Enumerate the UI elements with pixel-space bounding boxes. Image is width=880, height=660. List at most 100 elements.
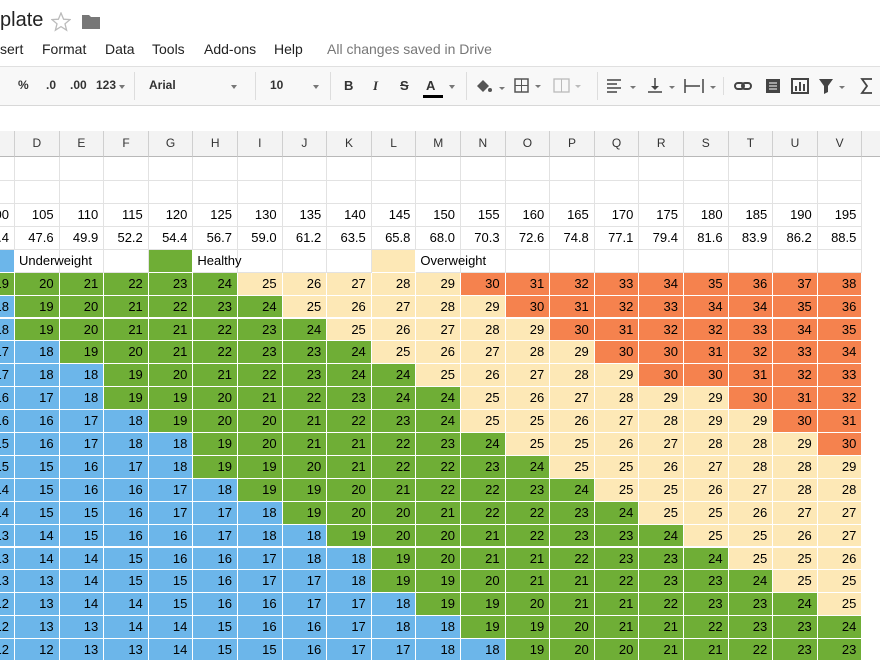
bmi-cell: 25 (327, 318, 372, 342)
menu-help[interactable]: Help (274, 41, 303, 57)
bmi-cell: 24 (282, 318, 328, 342)
bmi-cell: 21 (594, 593, 640, 617)
percent-button[interactable]: % (18, 78, 29, 92)
bmi-cell: 16 (104, 478, 149, 502)
bmi-cell: 15 (148, 570, 194, 594)
bmi-cell: 16 (238, 593, 283, 617)
bmi-cell: 23 (505, 478, 551, 502)
empty-cell (327, 249, 372, 273)
bmi-cell: 19 (416, 593, 461, 617)
bmi-cell: 14 (148, 616, 194, 640)
bmi-cell: 24 (238, 295, 283, 319)
weight-kg-cell: 47.6 (15, 226, 60, 250)
bmi-cell: 26 (371, 318, 417, 342)
bmi-cell: 17 (193, 524, 238, 548)
menu-data[interactable]: Data (105, 41, 135, 57)
bmi-cell: 19 (461, 593, 506, 617)
separator (597, 72, 598, 100)
bmi-cell: 28 (550, 364, 595, 388)
bmi-cell: 16 (59, 455, 105, 479)
menu-addons[interactable]: Add-ons (204, 41, 257, 57)
empty-cell (104, 157, 149, 204)
italic-button[interactable]: I (373, 78, 379, 93)
bmi-cell: 20 (327, 478, 372, 502)
bmi-cell: 28 (639, 410, 684, 433)
bmi-cell: 29 (416, 272, 461, 296)
bmi-cell: 23 (728, 616, 774, 640)
weight-kg-cell: 54.4 (148, 226, 194, 250)
bmi-cell: 25 (461, 387, 506, 411)
weight-kg-cell: 86.2 (773, 226, 818, 250)
bmi-cell: 16 (193, 570, 238, 594)
bold-button[interactable]: B (344, 78, 354, 93)
increase-decimal[interactable]: .00 (70, 78, 87, 92)
empty-cell (282, 249, 328, 273)
bmi-cell: 21 (684, 639, 729, 660)
bmi-cell: 37 (773, 272, 818, 296)
bmi-cell: 18 (416, 639, 461, 660)
bmi-cell: 15 (0, 433, 15, 456)
bmi-cell: 21 (327, 455, 372, 479)
bmi-cell: 31 (773, 387, 818, 411)
toolbar-icons-1[interactable] (474, 77, 604, 95)
bmi-cell: 21 (505, 547, 551, 571)
bmi-cell: 28 (416, 295, 461, 319)
menu-insert[interactable]: sert (0, 41, 24, 57)
bmi-cell: 17 (59, 433, 105, 456)
star-icon[interactable] (51, 12, 71, 32)
bmi-cell: 28 (773, 455, 818, 479)
bmi-cell: 21 (639, 639, 684, 660)
bmi-cell: 25 (684, 524, 729, 548)
bmi-cell: 19 (15, 318, 60, 342)
bmi-cell: 21 (505, 570, 551, 594)
bmi-cell: 24 (505, 455, 551, 479)
bmi-cell: 31 (684, 341, 729, 365)
bmi-cell: 18 (104, 410, 149, 433)
bmi-cell: 29 (594, 364, 640, 388)
bmi-cell: 19 (193, 433, 238, 456)
folder-icon[interactable] (81, 13, 101, 30)
strike-button[interactable]: S (400, 78, 409, 93)
weight-lb-cell: 160 (505, 204, 551, 227)
bmi-cell: 23 (193, 295, 238, 319)
doc-title[interactable]: plate (0, 9, 44, 31)
column-header: M (416, 131, 461, 157)
column-header: H (193, 131, 238, 157)
bmi-cell: 26 (684, 478, 729, 502)
bmi-cell: 19 (282, 478, 328, 502)
bmi-cell: 17 (0, 364, 15, 388)
caret (313, 85, 319, 89)
bmi-cell: 18 (15, 364, 60, 388)
bmi-cell: 16 (0, 410, 15, 433)
bmi-cell: 25 (773, 547, 818, 571)
bmi-cell: 26 (282, 272, 328, 296)
menu-tools[interactable]: Tools (152, 41, 185, 57)
bmi-cell: 29 (684, 387, 729, 411)
empty-cell (684, 157, 729, 204)
bmi-cell: 30 (817, 433, 863, 456)
empty-cell (371, 157, 417, 204)
toolbar-icons-2[interactable] (604, 77, 880, 95)
empty-cell (505, 157, 551, 204)
bmi-cell: 16 (59, 478, 105, 502)
bmi-cell: 16 (282, 639, 328, 660)
weight-lb-cell: 150 (416, 204, 461, 227)
menu-format[interactable]: Format (42, 41, 87, 57)
bmi-cell: 21 (104, 318, 149, 342)
empty-cell (594, 157, 640, 204)
bmi-cell: 17 (371, 639, 417, 660)
weight-lb-cell: 115 (104, 204, 149, 227)
font-select[interactable]: Arial (149, 78, 176, 92)
weight-kg-cell: 59.0 (238, 226, 283, 250)
bmi-cell: 14 (59, 570, 105, 594)
decrease-decimal[interactable]: .0 (46, 78, 57, 92)
caret (231, 85, 237, 89)
text-color-button[interactable]: A (426, 78, 436, 93)
bmi-cell: 24 (416, 387, 461, 411)
bmi-cell: 14 (0, 478, 15, 502)
number-format[interactable]: 123 (96, 78, 117, 92)
empty-cell (416, 157, 461, 204)
bmi-cell: 20 (550, 639, 595, 660)
font-size-select[interactable]: 10 (270, 78, 284, 92)
bmi-cell: 34 (773, 318, 818, 342)
